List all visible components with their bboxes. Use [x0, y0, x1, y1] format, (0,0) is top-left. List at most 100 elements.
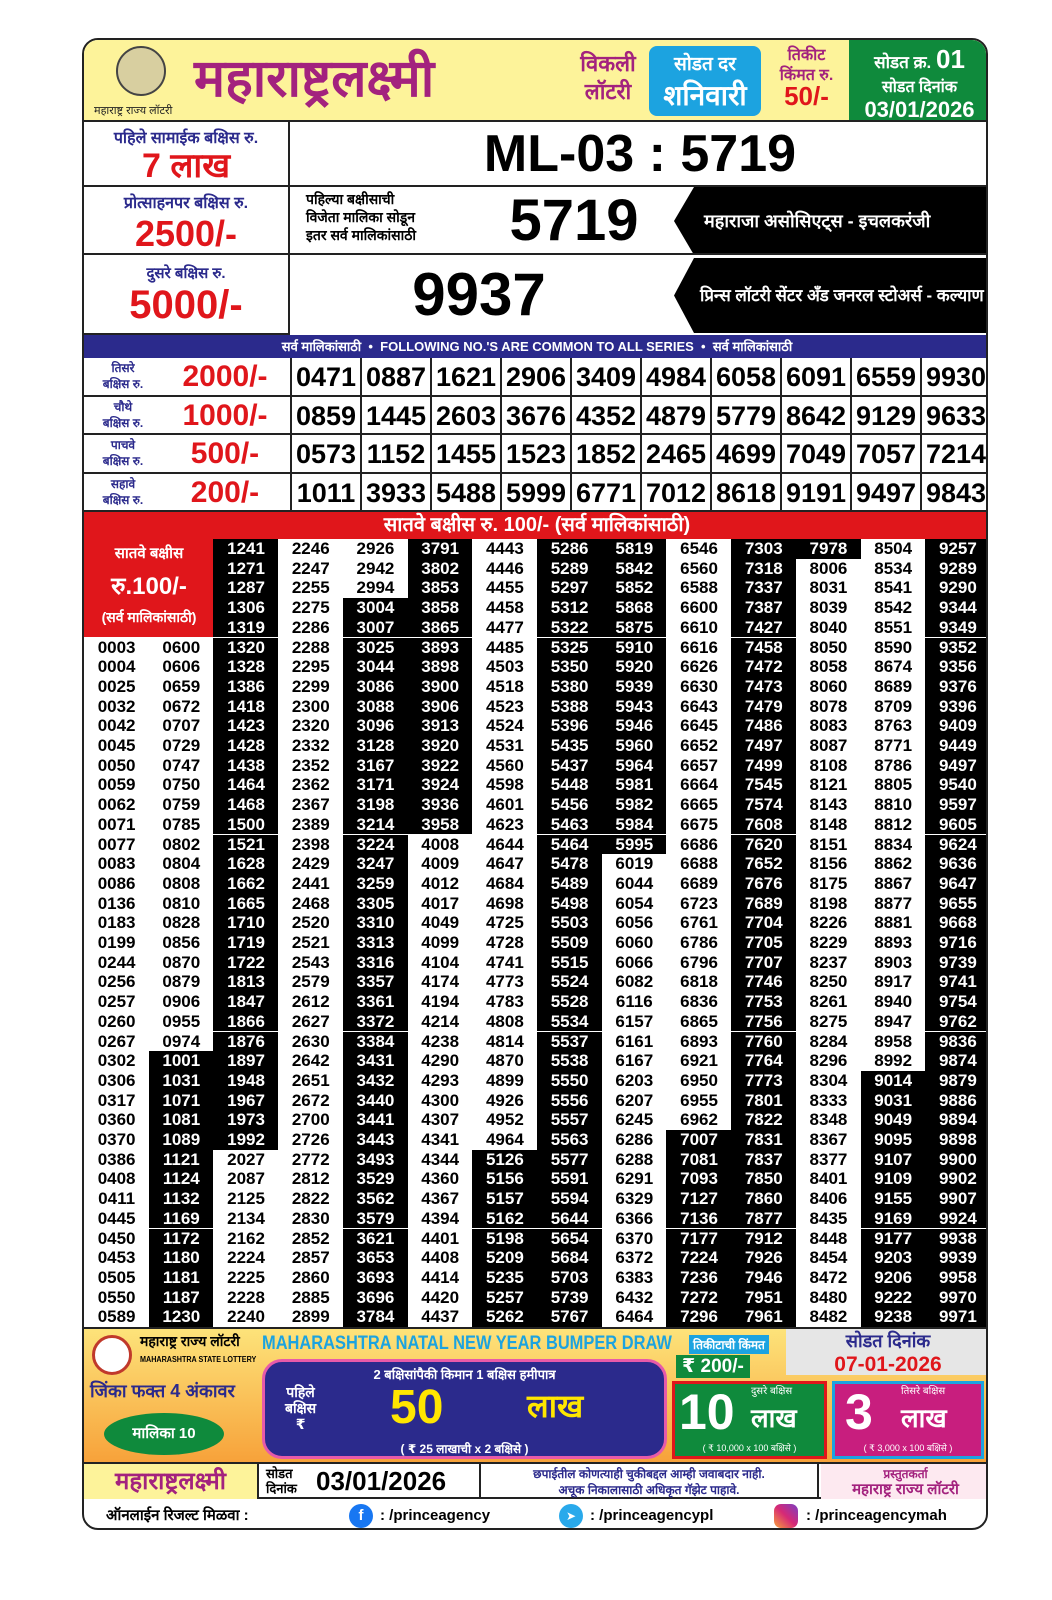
disclaimer: छपाईतील कोणत्याही चुकीबद्दल आम्ही जवाबदा…: [533, 1467, 765, 1481]
bumper-date-box: सोडत दिनांक 07-01-2026: [786, 1329, 986, 1376]
seventh-prize-number: 8834: [860, 834, 926, 855]
seventh-prize-number: 5767: [537, 1307, 603, 1327]
seventh-prize-number: 6689: [666, 873, 732, 894]
seventh-prize-number: 6366: [601, 1208, 667, 1229]
seventh-prize-number: 2255: [278, 578, 344, 599]
bumper-date: 07-01-2026: [834, 1353, 942, 1376]
seventh-prize-number: 6665: [666, 795, 732, 815]
seventh-prize-number: 9655: [925, 893, 986, 914]
instagram-link[interactable]: : /princeagencymah: [806, 1507, 947, 1524]
prize-label: चौथे बक्षिस रु.: [88, 399, 158, 431]
presenter-label: प्रस्तुतकर्ता: [883, 1467, 928, 1481]
seventh-prize-number: 9894: [925, 1110, 986, 1130]
seventh-prize-number: 5126: [472, 1149, 538, 1170]
seventh-prize-number: 6955: [666, 1090, 732, 1111]
seventh-prize-number: 1521: [213, 834, 279, 855]
seventh-prize-number: 7427: [731, 617, 797, 638]
second-amount: 10: [679, 1384, 735, 1440]
seventh-prize-number: 5819: [601, 539, 667, 559]
seventh-prize-number: 6464: [601, 1307, 667, 1327]
seventh-prize-number: 6921: [666, 1051, 732, 1071]
seventh-prize-number: 9109: [860, 1169, 926, 1190]
seventh-prize-number: 0042: [84, 716, 150, 736]
seventh-prize-number: 0077: [84, 834, 150, 855]
seventh-prize-number: 5982: [601, 795, 667, 815]
seventh-prize-number: 5984: [601, 814, 667, 835]
seventh-prize-number: 0003: [84, 637, 150, 658]
seventh-prize-number: 5456: [537, 795, 603, 815]
seventh-prize-number: 1181: [148, 1267, 214, 1288]
seventh-prize-number: 4174: [407, 972, 473, 993]
seventh-prize-number: 9409: [925, 716, 986, 736]
winning-number: 7214: [920, 435, 986, 472]
seventh-prize-number: 8877: [860, 893, 926, 914]
winning-number: 7049: [780, 435, 850, 472]
seventh-prize-number: 9290: [925, 578, 986, 599]
seventh-prize-number: 0606: [148, 657, 214, 677]
seventh-prize-number: 5515: [537, 952, 603, 973]
facebook-link[interactable]: : /princeagency: [380, 1507, 491, 1524]
seventh-prize-number: 9356: [925, 657, 986, 677]
seventh-prize-number: 6950: [666, 1070, 732, 1091]
seventh-prize-number: 0707: [148, 716, 214, 736]
winning-number: 6091: [780, 358, 850, 395]
seventh-prize-number: 4194: [407, 992, 473, 1012]
telegram-link[interactable]: : /princeagencypl: [590, 1507, 714, 1524]
seventh-prize-number: 3493: [342, 1149, 409, 1170]
seventh-prize-number: 6688: [666, 854, 732, 874]
seventh-prize-number: 9668: [925, 913, 986, 933]
seventh-prize-number: 5498: [537, 893, 603, 914]
seventh-prize-number: 5960: [601, 736, 667, 756]
seventh-prize-number: 6054: [601, 893, 667, 914]
seventh-prize-number: 7705: [731, 933, 797, 953]
seventh-prize-number: 6786: [666, 933, 732, 953]
seventh-prize-number: 8940: [860, 992, 926, 1012]
winning-number: 9633: [920, 396, 986, 433]
seventh-prize-number: 2027: [213, 1149, 279, 1170]
seventh-prize-number: 3900: [407, 676, 473, 697]
seventh-prize-number: 8542: [860, 598, 926, 618]
prize-rank: चौथे: [113, 399, 133, 414]
seventh-prize-number: 7337: [731, 578, 797, 599]
seventh-prize-number: 0004: [84, 657, 150, 677]
seventh-prize-number: 2352: [278, 755, 344, 776]
seventh-prize-number: 9344: [925, 598, 986, 618]
seventh-prize-number: 2942: [342, 558, 409, 579]
seventh-prize-number: 2134: [213, 1208, 279, 1229]
seventh-prize-number: 4698: [472, 893, 538, 914]
seventh-prize-number: 4783: [472, 992, 538, 1012]
footer-date: 03/01/2026: [316, 1466, 447, 1496]
seventh-prize-number: 0808: [148, 873, 214, 894]
logo-caption: महाराष्ट्र राज्य लॉटरी: [94, 105, 173, 117]
seventh-prize-number: 5842: [601, 558, 667, 579]
seventh-prize-number: 8156: [795, 854, 862, 874]
winning-number: 1455: [430, 435, 500, 472]
seventh-prize-number: 0199: [84, 933, 150, 953]
consolation-note: पहिल्या बक्षीसाची विजेता मालिका सोडून इत…: [306, 190, 416, 244]
seventh-prize-number: 7479: [731, 696, 797, 717]
seventh-prize-number: 0600: [148, 637, 214, 658]
seventh-prize-number: 4455: [472, 578, 538, 599]
seventh-prize-number: 0672: [148, 696, 214, 717]
bumper-ad: महाराष्ट्र राज्य लॉटरी MAHARASHTRA STATE…: [84, 1327, 986, 1462]
first-label: बक्षिस: [285, 1400, 317, 1416]
seventh-prize-number: 4104: [407, 952, 473, 973]
seventh-prize-number: 4773: [472, 972, 538, 993]
seventh-prize-number: 1866: [213, 1011, 279, 1032]
seventh-prize-number: 2651: [278, 1070, 344, 1091]
prize-row: चौथे बक्षिस रु. 1000/- 0859 1445 2603 3676 4352…: [84, 396, 986, 435]
seventh-prize-number: 1423: [213, 716, 279, 736]
seventh-prize-heading: सातवे बक्षीस रु. 100/- (सर्व मालिकांसाठी…: [84, 512, 986, 539]
seventh-prize-number: 5538: [537, 1051, 603, 1071]
seventh-prize-number: 3171: [342, 775, 409, 796]
winning-number: 7012: [640, 473, 710, 510]
seventh-prize-number: 2627: [278, 1011, 344, 1032]
seventh-prize-number: 4477: [472, 617, 538, 638]
seventh-prize-number: 2630: [278, 1031, 344, 1052]
seventh-prize-number: 2926: [342, 539, 409, 559]
seventh-prize-number: 6818: [666, 972, 732, 993]
third-note: ( ₹ 3,000 x 100 बक्षिसे ): [863, 1443, 953, 1453]
seventh-prize-number: 5577: [537, 1149, 603, 1170]
seventh-prize-label: सातवे बक्षीस रु.100/- (सर्व मालिकांसाठी): [84, 539, 214, 637]
seventh-prize-number: 7707: [731, 952, 797, 973]
